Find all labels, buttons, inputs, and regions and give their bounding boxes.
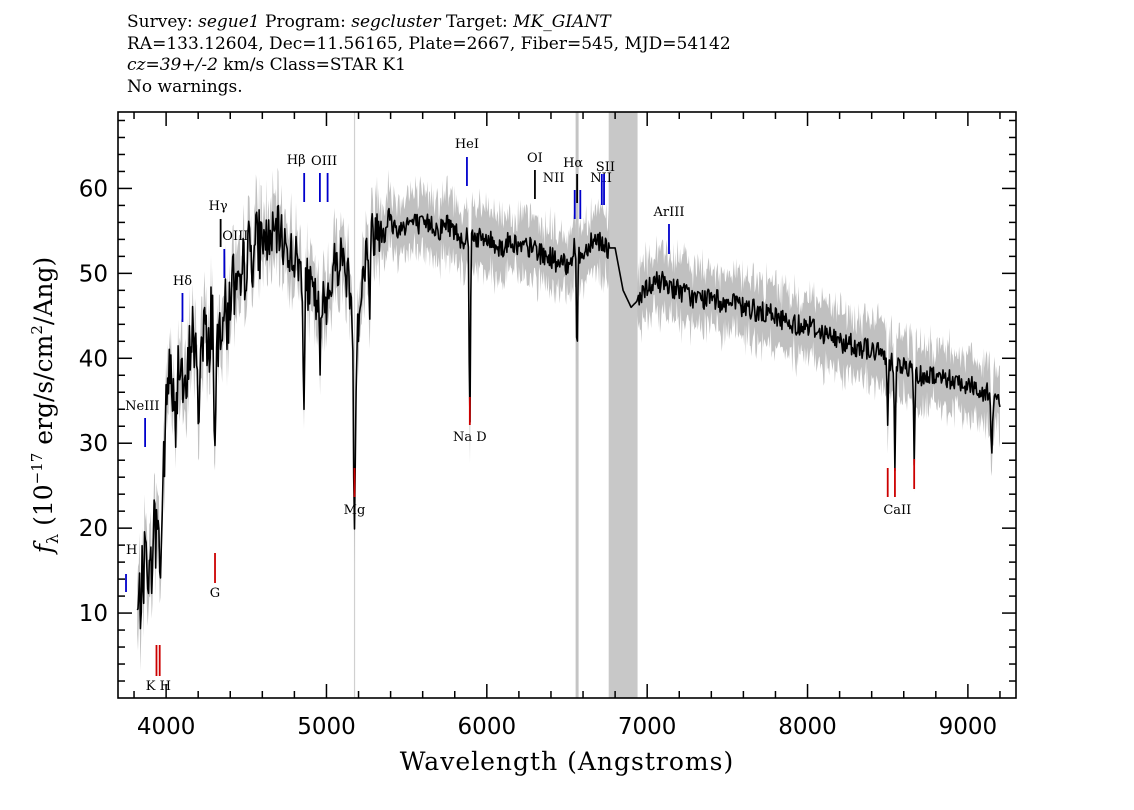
- emission-label: OIII: [222, 229, 248, 244]
- emission-label: HeI: [455, 137, 479, 152]
- y-tick-label: 60: [79, 176, 108, 202]
- program-value: segcluster: [351, 12, 441, 32]
- header-line-3: cz=39+/-2 km/s Class=STAR K1: [127, 55, 731, 77]
- y-tick-label: 10: [79, 601, 108, 627]
- x-tick-label: 4000: [137, 714, 196, 740]
- header-line-2: RA=133.12604, Dec=11.56165, Plate=2667, …: [127, 33, 731, 54]
- emission-label: NII: [543, 171, 565, 186]
- header-line-1: Survey: segue1 Program: segcluster Targe…: [127, 12, 731, 34]
- emission-label: Hα: [563, 156, 583, 171]
- absorption-label: G: [210, 586, 220, 601]
- spectrum-line: [136, 204, 1001, 630]
- program-label: Program:: [265, 12, 346, 32]
- target-label: Target:: [445, 12, 508, 32]
- y-axis-label: fλ (10−17 erg/s/cm2/Ang): [28, 257, 62, 556]
- emission-label: Hβ: [287, 153, 306, 168]
- emission-label: NeIII: [125, 399, 159, 414]
- x-tick-label: 6000: [458, 714, 517, 740]
- plot-frame: [117, 111, 1017, 699]
- masked-region: [608, 112, 638, 698]
- absorption-label: K H: [146, 679, 171, 694]
- survey-value: segue1: [198, 12, 260, 32]
- emission-label: SII: [596, 160, 615, 175]
- x-tick-label: 9000: [939, 714, 998, 740]
- emission-label: OIII: [311, 154, 337, 169]
- absorption-label: Na D: [453, 430, 487, 445]
- x-tick-label: 5000: [297, 714, 356, 740]
- redshift-value: cz=39+/-2: [127, 55, 218, 75]
- class-text: km/s Class=STAR K1: [217, 55, 406, 75]
- target-value: MK_GIANT: [513, 12, 611, 32]
- absorption-label: Mg: [344, 503, 366, 518]
- emission-label: Hδ: [173, 274, 192, 289]
- emission-label: OI: [527, 151, 543, 166]
- absorption-label: CaII: [883, 503, 911, 518]
- x-tick-label: 8000: [778, 714, 837, 740]
- x-tick-label: 7000: [618, 714, 677, 740]
- survey-label: Survey:: [127, 12, 193, 32]
- error-band: [137, 167, 1000, 671]
- y-tick-label: 20: [79, 516, 108, 542]
- y-tick-label: 50: [79, 261, 108, 287]
- y-tick-label: 30: [79, 431, 108, 457]
- x-axis-label: Wavelength (Angstroms): [400, 747, 734, 776]
- emission-label: H: [126, 543, 137, 558]
- emission-label: Hγ: [209, 199, 228, 214]
- spectrum-header: Survey: segue1 Program: segcluster Targe…: [127, 12, 731, 98]
- header-line-4: No warnings.: [127, 76, 243, 97]
- y-tick-label: 40: [79, 346, 108, 372]
- emission-label: ArIII: [652, 205, 684, 220]
